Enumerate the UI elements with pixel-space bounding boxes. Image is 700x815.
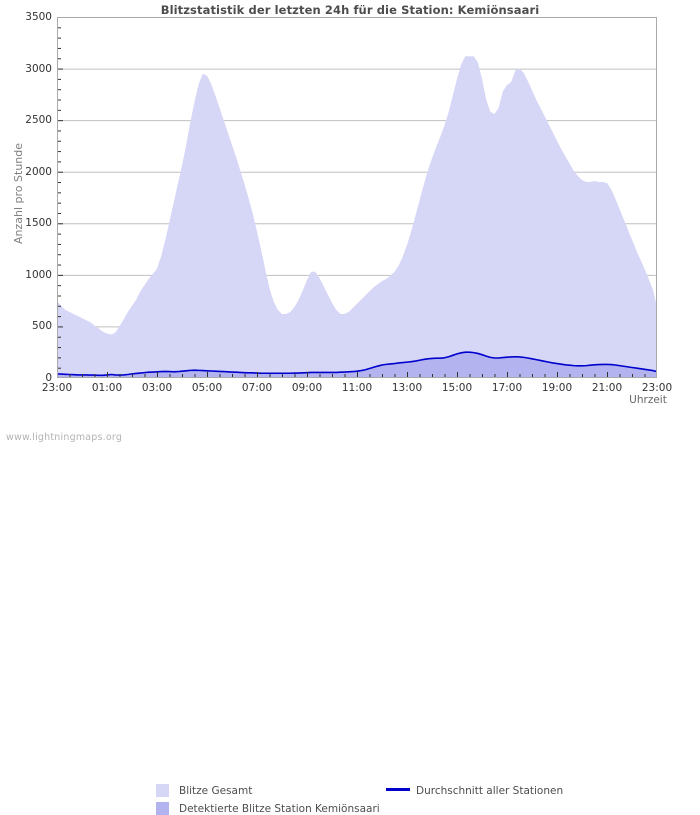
x-tick-4: 07:00: [241, 382, 273, 394]
legend-label-station: Detektierte Blitze Station Kemiönsaari: [179, 803, 380, 815]
watermark: www.lightningmaps.org: [6, 432, 123, 443]
x-tick-6: 11:00: [341, 382, 373, 394]
plot-frame: [57, 17, 657, 378]
legend-label-total: Blitze Gesamt: [179, 785, 253, 797]
x-tick-7: 13:00: [391, 382, 423, 394]
y-tick-2500: 2500: [25, 114, 52, 127]
y-tick-2000: 2000: [25, 165, 52, 178]
x-tick-12: 23:00: [641, 382, 673, 394]
x-axis-label: Uhrzeit: [629, 394, 667, 406]
y-tick-0: 0: [45, 372, 52, 384]
legend-swatch-total: [156, 784, 169, 797]
y-tick-1000: 1000: [25, 268, 52, 281]
x-tick-3: 05:00: [191, 382, 223, 394]
y-axis-tick-labels: 0 500 1000 1500 2000 2500 3000 3500: [0, 0, 52, 450]
legend-swatch-station: [156, 802, 169, 815]
legend-swatch-average: [386, 788, 410, 791]
x-tick-5: 09:00: [291, 382, 323, 394]
y-tick-500: 500: [31, 320, 52, 333]
y-tick-1500: 1500: [25, 217, 52, 230]
x-tick-2: 03:00: [141, 382, 173, 394]
area-blitze-gesamt: [57, 56, 657, 378]
legend-label-average: Durchschnitt aller Stationen: [416, 785, 564, 797]
line-durchschnitt-aller-stationen: [57, 351, 657, 377]
y-tick-3500: 3500: [25, 11, 52, 23]
page-title: Blitzstatistik der letzten 24h für die S…: [160, 3, 540, 17]
chart-canvas: [57, 17, 657, 378]
x-tick-9: 17:00: [491, 382, 523, 394]
chart-legend: Blitze Gesamt Detektierte Blitze Station…: [0, 390, 700, 815]
x-tick-1: 01:00: [91, 382, 123, 394]
x-tick-0: 23:00: [41, 382, 73, 394]
x-tick-8: 15:00: [441, 382, 473, 394]
y-tick-3000: 3000: [25, 62, 52, 75]
x-tick-11: 21:00: [591, 382, 623, 394]
plot-area: [57, 17, 657, 378]
x-tick-10: 19:00: [541, 382, 573, 394]
